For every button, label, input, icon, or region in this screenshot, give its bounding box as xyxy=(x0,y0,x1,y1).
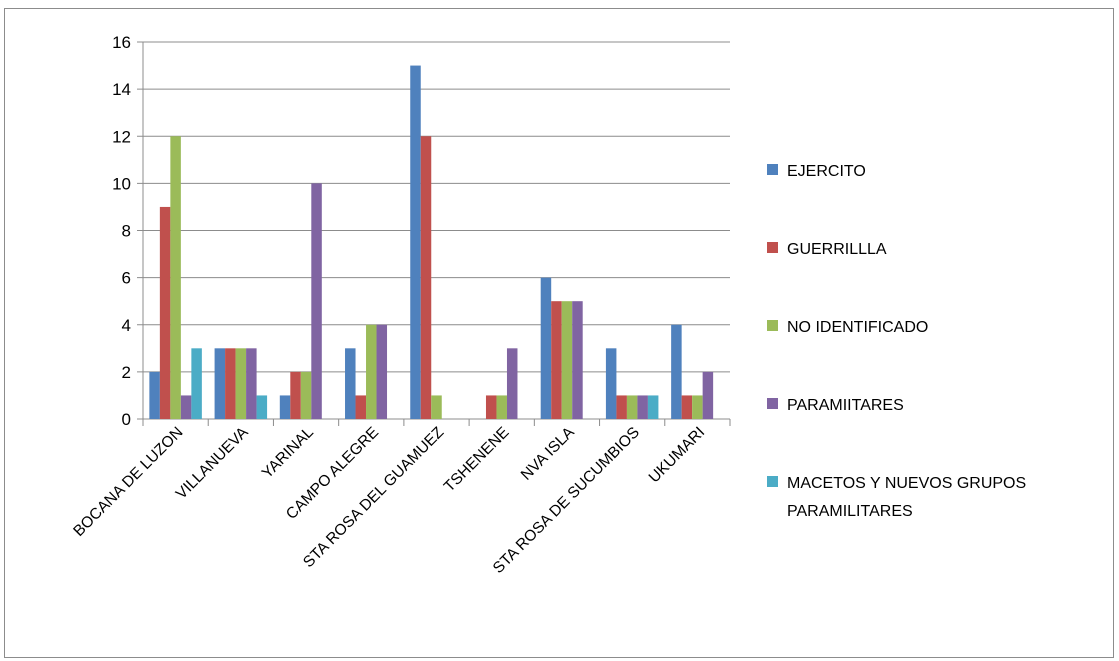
bar xyxy=(551,301,562,419)
bar xyxy=(561,301,573,419)
bar xyxy=(647,395,659,419)
bar xyxy=(431,395,442,419)
y-tick-label: 8 xyxy=(122,222,131,241)
bar xyxy=(681,395,693,419)
bar xyxy=(246,348,257,419)
bar xyxy=(605,348,617,419)
bar xyxy=(191,348,202,419)
x-category-label: BOCANA DE LUZON xyxy=(70,424,186,540)
bar xyxy=(149,371,160,419)
bar xyxy=(366,324,377,419)
legend-swatch xyxy=(767,242,778,253)
bar xyxy=(506,348,518,419)
x-category-label: YARINAL xyxy=(259,424,317,482)
bar xyxy=(637,395,648,419)
bar xyxy=(256,395,268,419)
y-tick-label: 0 xyxy=(122,410,131,429)
bar xyxy=(702,371,714,419)
bar xyxy=(290,371,301,419)
bar xyxy=(345,348,356,419)
y-tick-label: 16 xyxy=(112,33,131,52)
y-tick-label: 4 xyxy=(122,316,131,335)
legend-swatch xyxy=(767,476,778,487)
bar xyxy=(355,395,367,419)
x-category-label: STA ROSA DEL GUAMUEZ xyxy=(300,424,447,571)
bar xyxy=(235,348,247,419)
bar xyxy=(159,206,171,419)
bar xyxy=(170,136,181,419)
legend-label: PARAMIITARES xyxy=(787,397,904,414)
bar xyxy=(572,301,583,419)
legend-label: NO IDENTIFICADO xyxy=(787,319,928,336)
y-tick-label: 2 xyxy=(122,363,131,382)
y-tick-label: 14 xyxy=(112,80,131,99)
y-tick-label: 6 xyxy=(122,269,131,288)
bar xyxy=(671,324,682,419)
bar xyxy=(300,371,312,419)
bar xyxy=(692,395,703,419)
bar xyxy=(180,395,192,419)
bar xyxy=(540,277,552,419)
y-tick-label: 10 xyxy=(112,174,131,193)
bar xyxy=(626,395,638,419)
legend-label: GUERRILLLA xyxy=(787,241,887,258)
bar xyxy=(311,183,322,419)
bar xyxy=(420,136,432,419)
x-category-label: UKUMARI xyxy=(646,424,709,487)
legend-swatch xyxy=(767,320,778,331)
bar xyxy=(616,395,627,419)
bar xyxy=(279,395,291,419)
y-tick-label: 12 xyxy=(112,127,131,146)
bar xyxy=(214,348,226,419)
legend-label: EJERCITO xyxy=(787,163,866,180)
bar xyxy=(225,348,236,419)
legend-swatch xyxy=(767,398,778,409)
bar xyxy=(496,395,507,419)
bar xyxy=(376,324,388,419)
x-category-label: TSHENENE xyxy=(441,424,513,496)
legend-swatch xyxy=(767,164,778,175)
legend-label: MACETOS Y NUEVOS GRUPOS PARAMILITARES xyxy=(787,475,1026,520)
bar xyxy=(410,65,421,419)
bar xyxy=(485,395,497,419)
x-category-label: NVA ISLA xyxy=(518,423,578,483)
